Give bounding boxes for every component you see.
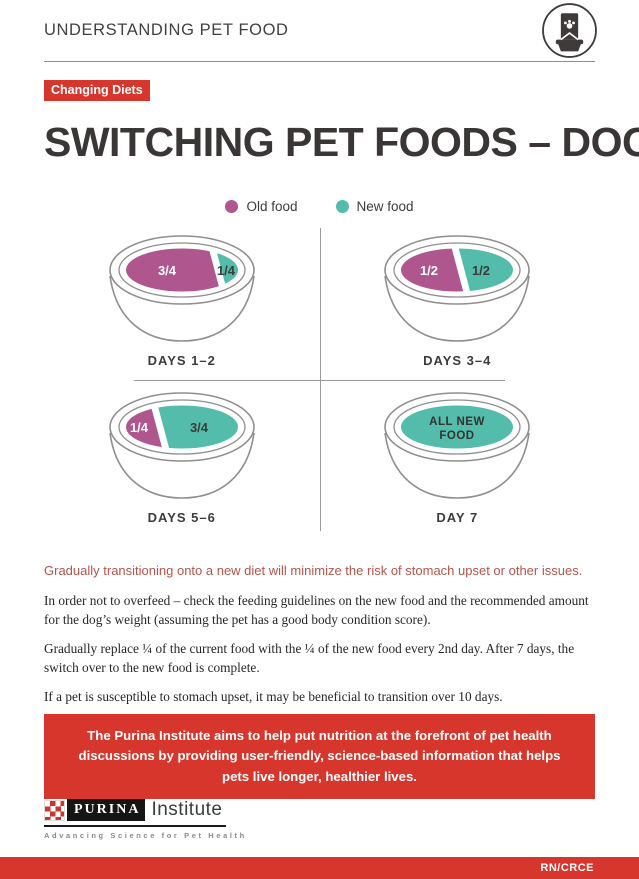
portion-old-label: 1/2 <box>420 263 438 278</box>
portion-old-label: 3/4 <box>158 263 177 278</box>
institute-wordmark: Institute <box>151 799 223 820</box>
footer-bar: RN/CRCE <box>0 857 639 879</box>
purina-checkerboard-icon <box>44 799 65 821</box>
bowl-illustration: 1/2 1/2 <box>384 235 531 342</box>
transition-diagram: 3/4 1/4 DAYS 1–2 1/2 1/2 DAYS 3–4 <box>44 228 595 531</box>
bowl-illustration: 1/4 3/4 <box>108 391 255 499</box>
bowl-days-3-4: 1/2 1/2 DAYS 3–4 <box>320 228 596 380</box>
grid-horizontal-divider <box>134 379 505 381</box>
bowl-caption: DAYS 5–6 <box>147 509 216 525</box>
bowl-illustration: ALL NEW FOOD <box>384 391 531 499</box>
purina-institute-callout: The Purina Institute aims to help put nu… <box>44 714 595 800</box>
bowl-day-7: ALL NEW FOOD DAY 7 <box>320 380 596 532</box>
pet-food-bag-bowl-icon <box>542 3 597 58</box>
portion-new-label: 1/4 <box>217 263 236 278</box>
paragraph-replace-quarter: Gradually replace ¼ of the current food … <box>44 641 575 675</box>
logo-divider <box>44 825 226 827</box>
bowl-caption: DAY 7 <box>436 509 479 525</box>
logo-tagline: Advancing Science for Pet Health <box>44 831 247 840</box>
old-food-dot-icon <box>225 200 239 213</box>
portion-new-label-line2: FOOD <box>440 430 475 442</box>
bowl-days-5-6: 1/4 3/4 DAYS 5–6 <box>44 380 320 532</box>
portion-old-label: 1/4 <box>130 420 149 435</box>
purina-wordmark: PURINA <box>67 799 146 821</box>
portion-new-label: 1/2 <box>472 263 490 278</box>
highlight-sentence: Gradually transitioning onto a new diet … <box>44 563 583 578</box>
portion-new-label-line1: ALL NEW <box>429 416 485 428</box>
legend-item-old-food: Old food <box>225 199 298 214</box>
bowl-illustration: 3/4 1/4 <box>108 235 255 342</box>
legend: Old food New food <box>0 199 639 214</box>
body-copy: In order not to overfeed – check the fee… <box>44 592 595 718</box>
category-badge: Changing Diets <box>44 80 150 101</box>
purina-institute-logo: PURINA Institute Advancing Science for P… <box>44 799 247 840</box>
bowl-days-1-2: 3/4 1/4 DAYS 1–2 <box>44 228 320 380</box>
page-title: SWITCHING PET FOODS – DOGS <box>44 119 639 165</box>
bowl-caption: DAYS 3–4 <box>423 353 492 368</box>
bowl-caption: DAYS 1–2 <box>147 353 216 368</box>
paragraph-stomach-upset: If a pet is susceptible to stomach upset… <box>44 689 503 705</box>
page-header-title: UNDERSTANDING PET FOOD <box>44 21 289 39</box>
new-food-dot-icon <box>335 200 349 213</box>
legend-item-new-food: New food <box>335 199 414 214</box>
header-divider <box>44 61 595 62</box>
portion-new-label: 3/4 <box>190 420 209 435</box>
legend-label-new: New food <box>356 199 414 214</box>
footer-code: RN/CRCE <box>540 862 594 874</box>
legend-label-old: Old food <box>246 199 298 214</box>
paragraph-overfeed: In order not to overfeed – check the fee… <box>44 593 589 627</box>
